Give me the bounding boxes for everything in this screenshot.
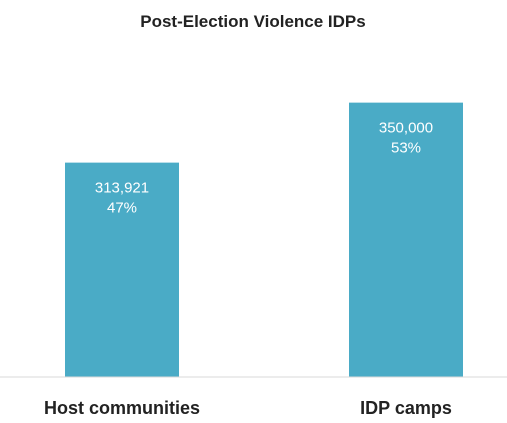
chart-title: Post-Election Violence IDPs — [140, 12, 365, 31]
data-label-value-1: 350,000 — [379, 120, 433, 137]
category-label-1: IDP camps — [360, 398, 452, 418]
data-label-value-0: 313,921 — [95, 180, 149, 197]
data-label-percent-0: 47% — [107, 200, 137, 217]
bar-0 — [65, 162, 179, 377]
bars-layer — [65, 102, 463, 377]
data-label-percent-1: 53% — [391, 140, 421, 157]
labels-layer: 313,921 47% Host communities 350,000 53% IDP … — [44, 120, 452, 418]
bar-1 — [349, 102, 463, 377]
category-label-0: Host communities — [44, 398, 200, 418]
